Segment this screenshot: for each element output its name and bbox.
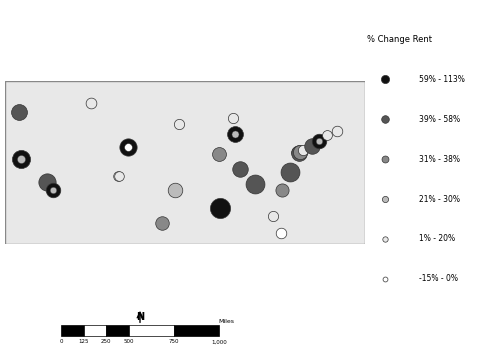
- Point: [294, 149, 302, 155]
- Point: [315, 138, 323, 144]
- Point: [16, 109, 24, 115]
- Point: [87, 100, 95, 106]
- Point: [215, 151, 223, 157]
- Point: [294, 150, 302, 155]
- Point: [276, 230, 284, 236]
- Text: 59% - 113%: 59% - 113%: [419, 75, 465, 84]
- Bar: [129, 325, 174, 336]
- Text: 0: 0: [60, 339, 63, 344]
- Text: 1% - 20%: 1% - 20%: [419, 234, 455, 243]
- Point: [251, 181, 259, 187]
- Point: [174, 121, 182, 127]
- Text: -15% - 0%: -15% - 0%: [419, 274, 458, 283]
- Point: [158, 220, 166, 225]
- Point: [286, 169, 294, 174]
- Point: [216, 205, 224, 210]
- Point: [115, 174, 123, 179]
- Point: [278, 186, 285, 192]
- Bar: [106, 325, 129, 336]
- Text: 39% - 58%: 39% - 58%: [419, 115, 460, 124]
- Point: [50, 188, 58, 193]
- Point: [236, 166, 244, 172]
- Point: [171, 188, 179, 193]
- Bar: [84, 325, 106, 336]
- Point: [43, 180, 51, 185]
- Point: [114, 173, 122, 179]
- Point: [315, 138, 323, 144]
- Point: [124, 145, 132, 150]
- Text: Miles: Miles: [219, 319, 235, 324]
- Point: [299, 147, 307, 153]
- Text: 1,000: 1,000: [211, 339, 226, 344]
- Point: [308, 143, 316, 149]
- Bar: [174, 325, 219, 336]
- Point: [270, 213, 278, 219]
- Point: [124, 145, 132, 150]
- Text: 21% - 30%: 21% - 30%: [419, 194, 460, 203]
- Text: 500: 500: [124, 339, 134, 344]
- Point: [231, 131, 239, 137]
- Point: [231, 131, 239, 137]
- Text: 750: 750: [168, 339, 179, 344]
- Point: [323, 132, 331, 138]
- Point: [278, 188, 286, 193]
- Text: 31% - 38%: 31% - 38%: [419, 155, 460, 164]
- Point: [17, 156, 25, 162]
- Point: [228, 115, 236, 121]
- Point: [50, 188, 58, 193]
- Bar: [61, 325, 84, 336]
- Point: [333, 128, 341, 134]
- Point: [296, 150, 304, 155]
- Text: N: N: [136, 312, 144, 321]
- Text: 250: 250: [101, 339, 112, 344]
- Point: [17, 156, 25, 162]
- Text: % Change Rent: % Change Rent: [367, 35, 432, 44]
- Text: 125: 125: [78, 339, 89, 344]
